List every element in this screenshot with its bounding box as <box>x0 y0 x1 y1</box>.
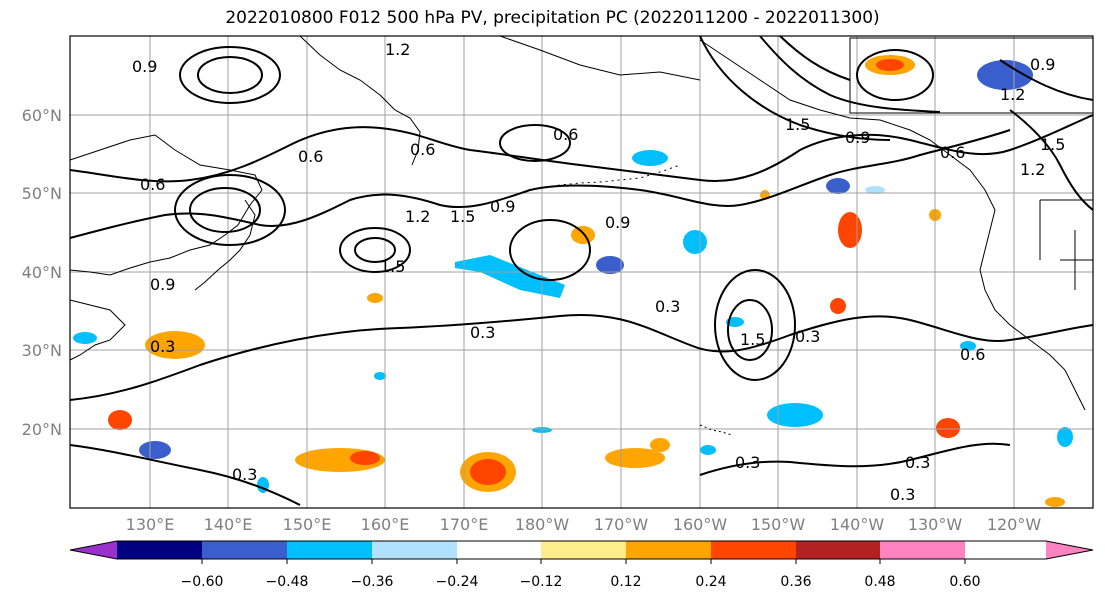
contour-label: 0.6 <box>140 175 165 194</box>
colorbar-segment <box>541 541 626 559</box>
colorbar-segment <box>796 541 880 559</box>
contour-label: 1.5 <box>785 115 810 134</box>
colorbar-extend-high <box>1046 541 1093 559</box>
lon-label: 170°E <box>440 515 489 534</box>
lon-label: 140°E <box>204 515 253 534</box>
contour-label: 0.9 <box>605 213 630 232</box>
contour-label: 0.6 <box>410 140 435 159</box>
coastlines <box>69 35 1094 436</box>
colorbar-tick-label: 0.12 <box>610 574 641 590</box>
contour-label: 1.5 <box>450 207 475 226</box>
contour-label: 0.3 <box>890 485 915 504</box>
colorbar-tick-label: 0.60 <box>949 574 980 590</box>
contour-label: 1.2 <box>385 40 410 59</box>
colorbar-tick-label: 0.36 <box>780 574 811 590</box>
latitude-labels: 60°N 50°N 40°N 30°N 20°N <box>22 106 62 439</box>
colorbar: −0.60 −0.48 −0.36 −0.24 −0.12 0.12 0.24 … <box>69 540 1094 590</box>
colorbar-segment <box>372 541 457 559</box>
colorbar-tick-label: −0.24 <box>436 574 479 590</box>
lon-label: 170°W <box>594 515 649 534</box>
lon-label: 120°W <box>987 515 1042 534</box>
contour-label: 0.3 <box>735 453 760 472</box>
contour-label: 1.5 <box>380 257 405 276</box>
lat-label: 20°N <box>22 420 62 439</box>
lon-label: 150°W <box>751 515 806 534</box>
lon-label: 130°W <box>908 515 963 534</box>
contour-label: 0.3 <box>470 323 495 342</box>
contour-label: 1.5 <box>1040 135 1065 154</box>
precip-shading <box>73 55 1073 507</box>
map-border <box>69 35 1094 509</box>
colorbar-tick-label: 0.24 <box>695 574 726 590</box>
lat-label: 60°N <box>22 106 62 125</box>
contour-label: 0.3 <box>232 465 257 484</box>
lat-label: 30°N <box>22 341 62 360</box>
colorbar-tick-label: −0.36 <box>351 574 394 590</box>
contour-label: 1.2 <box>1020 160 1045 179</box>
contour-label: 0.6 <box>553 125 578 144</box>
lat-label: 50°N <box>22 184 62 203</box>
colorbar-segment <box>202 541 287 559</box>
contour-label: 0.9 <box>150 275 175 294</box>
contour-label: 0.9 <box>132 57 157 76</box>
colorbar-segment <box>117 541 220 559</box>
lon-label: 140°W <box>830 515 885 534</box>
colorbar-segment <box>457 541 541 559</box>
contour-label: 0.9 <box>1030 55 1055 74</box>
pv-contours <box>69 35 1094 506</box>
graticule <box>70 36 1093 508</box>
lon-label: 160°E <box>361 515 410 534</box>
contour-label: 1.5 <box>740 330 765 349</box>
figure-title: 2022010800 F012 500 hPa PV, precipitatio… <box>225 8 880 28</box>
colorbar-tick-label: 0.48 <box>864 574 895 590</box>
colorbar-segment <box>626 541 711 559</box>
colorbar-extend-low <box>70 541 117 559</box>
contour-label: 0.9 <box>845 128 870 147</box>
colorbar-segment <box>880 541 965 559</box>
lat-label: 40°N <box>22 263 62 282</box>
contour-label: 0.3 <box>655 297 680 316</box>
contour-label: 1.2 <box>1000 85 1025 104</box>
contour-label: 0.3 <box>150 337 175 356</box>
colorbar-segment <box>287 541 372 559</box>
contour-label: 0.6 <box>298 147 323 166</box>
colorbar-tick-label: −0.48 <box>266 574 309 590</box>
contour-label: 0.6 <box>960 345 985 364</box>
colorbar-tick-label: −0.60 <box>181 574 224 590</box>
lon-label: 160°W <box>673 515 728 534</box>
contour-label: 0.3 <box>905 453 930 472</box>
lon-label: 130°E <box>126 515 175 534</box>
longitude-labels: 130°E 140°E 150°E 160°E 170°E 180°W 170°… <box>126 515 1042 534</box>
colorbar-tick-label: −0.12 <box>520 574 563 590</box>
lon-label: 150°E <box>283 515 332 534</box>
lon-label: 180°W <box>515 515 570 534</box>
contour-label: 0.9 <box>490 197 515 216</box>
colorbar-segment <box>711 541 796 559</box>
contour-label: 0.6 <box>940 143 965 162</box>
contour-labels: 0.9 1.2 0.9 0.9 1.2 1.5 0.6 0.6 0.6 0.6 … <box>132 40 1065 504</box>
contour-label: 1.2 <box>405 207 430 226</box>
contour-label: 0.3 <box>795 327 820 346</box>
